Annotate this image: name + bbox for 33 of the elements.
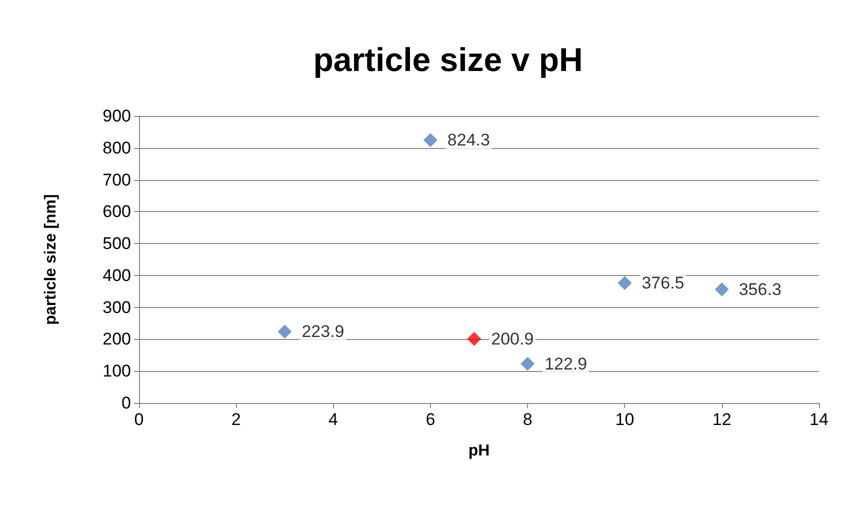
y-tick-label: 800 <box>102 138 131 158</box>
x-tick-label: 6 <box>426 410 436 429</box>
x-axis-title: pH <box>468 442 490 460</box>
data-label: 376.5 <box>642 273 684 292</box>
x-tick-label: 2 <box>231 410 241 429</box>
y-tick-label: 400 <box>102 266 131 285</box>
x-tick-label: 8 <box>522 410 532 429</box>
y-tick-label: 100 <box>102 362 131 381</box>
y-tick-label: 300 <box>102 298 131 317</box>
x-tick-label: 4 <box>328 410 338 429</box>
y-tick-label: 900 <box>102 106 131 126</box>
y-tick-label: 600 <box>102 202 131 222</box>
y-tick-label: 200 <box>102 330 131 349</box>
data-label: 356.3 <box>738 280 782 299</box>
x-tick-label: 10 <box>615 410 634 429</box>
point <box>714 282 729 296</box>
point <box>520 356 535 371</box>
data-label: 824.3 <box>447 130 490 150</box>
x-tick-label: 12 <box>712 410 732 429</box>
point <box>278 324 292 339</box>
x-tick-label: 0 <box>134 410 144 429</box>
y-tick-label: 500 <box>102 234 131 254</box>
y-tick-label: 0 <box>122 394 131 412</box>
point <box>423 133 438 148</box>
point <box>618 276 632 290</box>
data-label: 200.9 <box>491 329 534 348</box>
data-label: 122.9 <box>544 354 588 374</box>
x-tick-label: 14 <box>810 410 828 429</box>
chart-title: particle size v pH <box>313 41 583 78</box>
data-label: 223.9 <box>302 322 344 342</box>
y-axis-title: particle size [nm] <box>42 194 60 325</box>
point <box>467 332 482 346</box>
y-tick-label: 700 <box>102 170 131 190</box>
